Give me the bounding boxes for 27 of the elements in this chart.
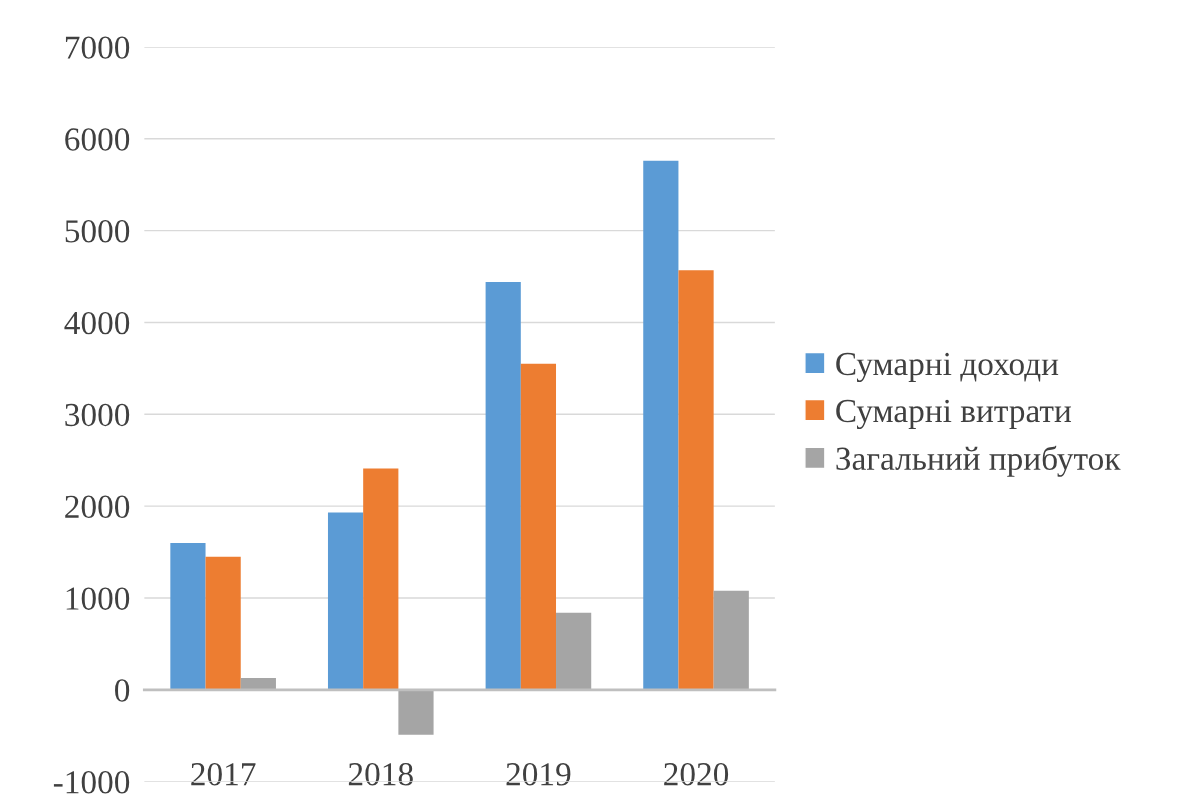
bar [713, 590, 749, 690]
bar [643, 160, 679, 690]
y-tick-label: 7000 [65, 36, 130, 59]
legend-label: Сумарні витрати [836, 399, 1072, 430]
y-tick-label: 6000 [65, 128, 130, 151]
y-tick-label: 5000 [65, 220, 130, 243]
bar [398, 689, 434, 735]
x-tick-label: 2018 [348, 763, 413, 786]
bar [327, 512, 364, 690]
bar [485, 282, 521, 690]
legend-label: Сумарні доходи [836, 352, 1059, 383]
x-tick-label: 2017 [191, 763, 256, 786]
y-tick-label: -1000 [53, 771, 130, 794]
x-tick-label: 2019 [506, 763, 571, 786]
bar [205, 556, 241, 690]
legend-label: Загальний прибуток [836, 445, 1121, 477]
bar [520, 363, 557, 690]
y-tick-label: 3000 [65, 403, 130, 427]
bar [363, 468, 399, 690]
bar [556, 612, 592, 690]
y-tick-label: 4000 [64, 311, 130, 335]
bar [170, 542, 206, 690]
y-tick-label: 1000 [66, 587, 130, 610]
y-tick-label: 0 [115, 679, 130, 702]
y-tick-label: 2000 [65, 495, 130, 519]
x-tick-label: 2020 [664, 763, 729, 786]
bar [678, 270, 714, 690]
